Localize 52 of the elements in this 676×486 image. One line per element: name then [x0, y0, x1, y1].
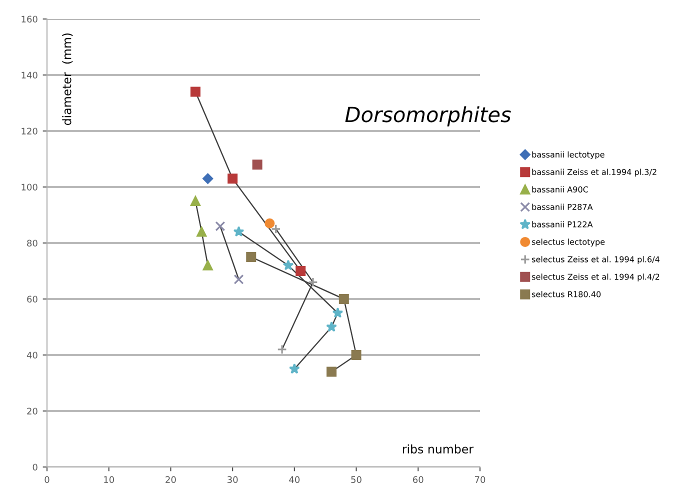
x-tick-label: 30: [228, 476, 238, 484]
y-tick-label: 160: [22, 16, 38, 23]
point: [264, 218, 275, 228]
y-axis-title: diameter (mm): [62, 33, 73, 126]
y-tick-label: 100: [22, 184, 38, 191]
point: [190, 196, 200, 206]
point: [202, 173, 214, 184]
point: [308, 277, 318, 288]
x-axis-title: ribs number: [402, 444, 474, 454]
point: [296, 266, 306, 276]
y-tick-label: 60: [27, 296, 38, 303]
point: [252, 160, 262, 170]
point: [351, 350, 362, 360]
point: [288, 363, 300, 374]
point: [282, 260, 294, 270]
y-tick-label: 140: [22, 72, 38, 79]
y-tick-label: 80: [27, 240, 38, 247]
point: [233, 226, 244, 237]
legend-label: bassanii P287A: [532, 204, 593, 210]
point: [326, 366, 337, 377]
legend-label: bassanii lectotype: [532, 151, 604, 160]
x-tick-label: 0: [44, 476, 50, 484]
x-tick-label: 60: [413, 476, 424, 484]
point: [202, 260, 213, 270]
x-tick-label: 10: [104, 476, 114, 484]
point: [338, 294, 349, 304]
legend-label: selectus lectotype: [532, 238, 605, 246]
legend-label: selectus Zeiss et al. 1994 pl.4/2: [532, 274, 660, 282]
point: [215, 221, 226, 232]
point: [332, 307, 344, 318]
y-tick-label: 20: [27, 408, 38, 415]
y-tick-label: 120: [22, 128, 38, 135]
x-tick-label: 20: [166, 476, 176, 484]
y-tick-label: 40: [26, 352, 38, 359]
x-tick-label: 50: [351, 476, 362, 484]
y-tick-label: 0: [32, 464, 38, 471]
legend-label: bassanii P122A: [532, 221, 593, 228]
point: [277, 344, 288, 354]
legend-label: bassanii A90C: [532, 186, 588, 192]
point: [234, 274, 244, 284]
point: [270, 224, 281, 234]
point: [228, 174, 238, 184]
legend-label: bassanii Zeiss et al.1994 pl.3/2: [532, 168, 656, 177]
point: [326, 321, 337, 332]
point: [246, 252, 256, 262]
x-tick-label: 40: [289, 476, 300, 484]
text: Dorsomorphites: [345, 106, 511, 126]
point: [196, 226, 207, 237]
x-tick-label: 70: [474, 476, 486, 484]
legend-label: selectus R180.40: [532, 291, 601, 298]
legend-label: selectus Zeiss et al. 1994 pl.6/4: [532, 256, 660, 264]
point: [190, 86, 200, 97]
